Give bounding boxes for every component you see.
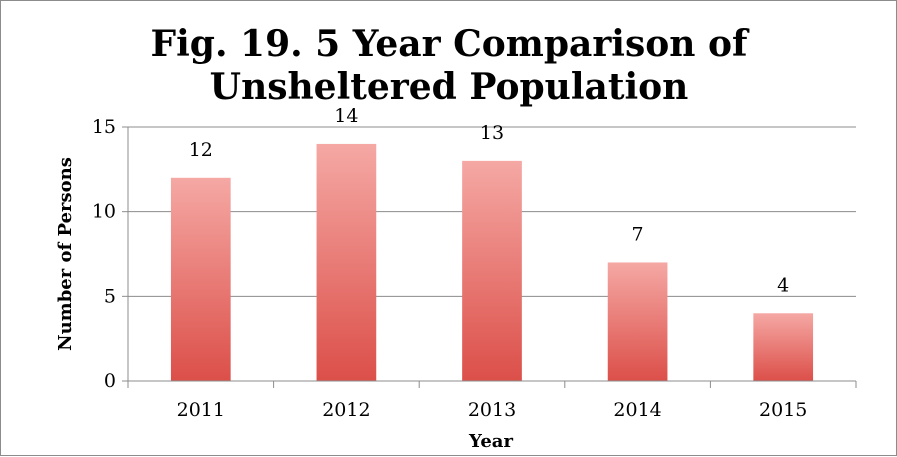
x-tick-label: 2011 — [177, 399, 225, 421]
axes — [122, 126, 857, 388]
x-tick-label: 2014 — [613, 399, 661, 421]
data-label: 4 — [777, 274, 789, 296]
data-label: 12 — [189, 139, 213, 161]
data-label: 14 — [334, 105, 358, 127]
y-tick-label: 5 — [104, 285, 116, 307]
y-tick-label: 15 — [92, 116, 116, 138]
x-tick-label: 2013 — [468, 399, 516, 421]
data-label: 7 — [632, 223, 644, 245]
x-tick-label: 2015 — [759, 399, 807, 421]
y-tick-label: 0 — [104, 370, 116, 392]
labels: 0 5 10 15 2011 12 2012 14 2013 13 2014 7 2015 4 — [92, 105, 808, 421]
chart-title-line-2: Unsheltered Population — [210, 66, 689, 108]
bars — [170, 143, 814, 381]
y-tick-label: 10 — [92, 201, 116, 223]
y-axis-title: Number of Persons — [55, 157, 76, 351]
bar-2015 — [753, 313, 814, 381]
bar-2011 — [170, 177, 231, 381]
bar-2014 — [607, 262, 668, 381]
data-label: 13 — [480, 122, 504, 144]
bar-2012 — [316, 143, 377, 381]
bar-2013 — [462, 160, 522, 381]
x-tick-label: 2012 — [322, 399, 370, 421]
x-axis-title: Year — [468, 431, 513, 452]
chart-title-line-1: Fig. 19. 5 Year Comparison of — [151, 23, 750, 65]
